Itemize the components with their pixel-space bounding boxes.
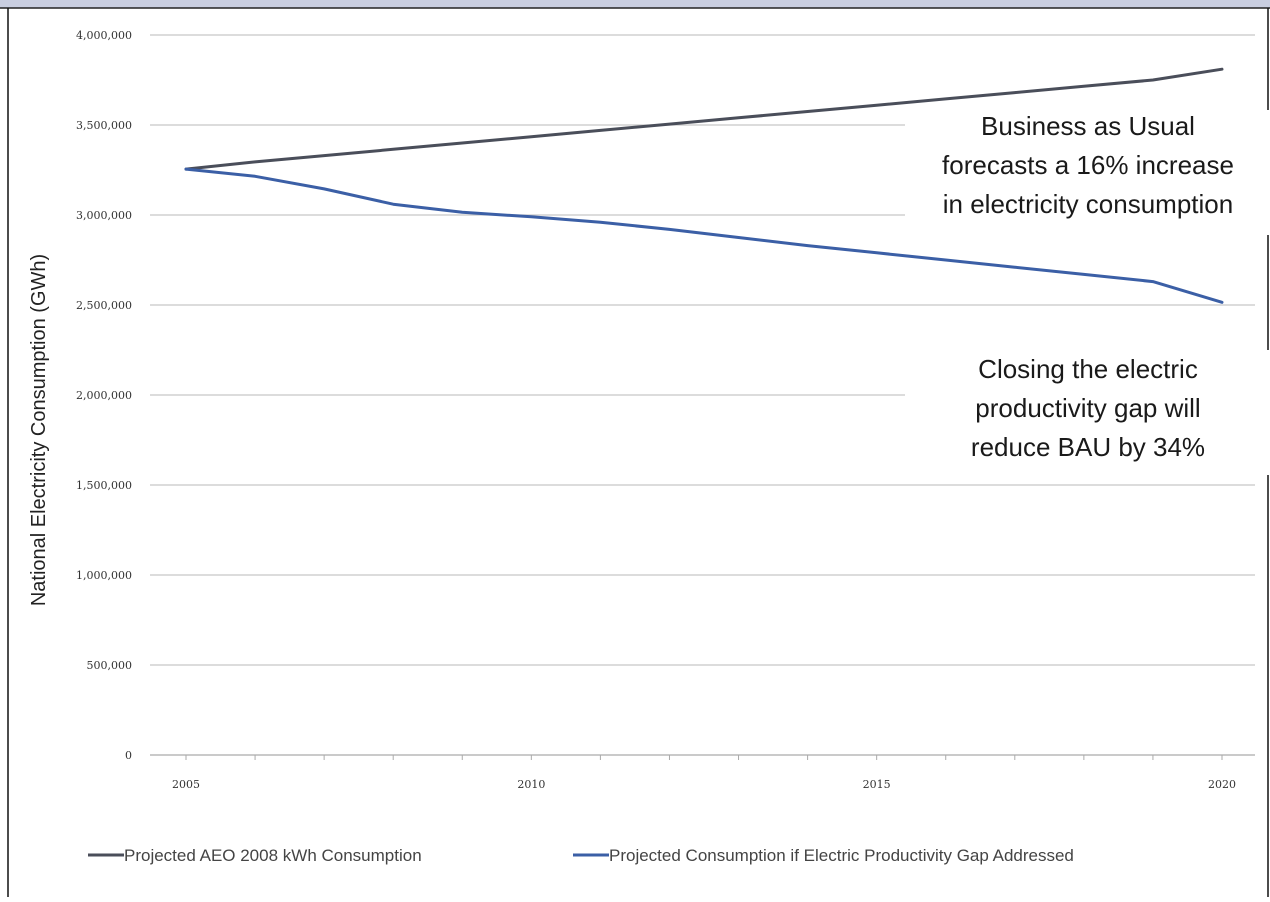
y-tick-label: 2,000,000: [76, 389, 132, 402]
x-tick-label: 2010: [517, 778, 545, 791]
annotation-text-bau: in electricity consumption: [943, 189, 1233, 219]
axes: 0 500,000 1,000,000 1,500,000 2,000,000 2,500…: [76, 29, 1255, 791]
y-tick-label: 3,500,000: [76, 119, 132, 132]
annotation-text-gap: reduce BAU by 34%: [971, 432, 1205, 462]
annotation-text-gap: productivity gap will: [975, 393, 1200, 423]
series-lines: [184, 67, 1224, 304]
legend-label-1: Projected AEO 2008 kWh Consumption: [124, 846, 422, 865]
y-tick-label: 2,500,000: [76, 299, 132, 312]
series-line-1: [184, 67, 1224, 171]
y-tick-label: 3,000,000: [76, 209, 132, 222]
legend-label-2: Projected Consumption if Electric Produc…: [609, 846, 1074, 865]
annotations: Business as Usual forecasts a 16% increas…: [905, 110, 1270, 475]
annotation-backdrop-gap: [905, 350, 1270, 475]
y-tick-label: 500,000: [87, 659, 133, 672]
x-tick-label: 2020: [1208, 778, 1236, 791]
y-tick-label: 1,500,000: [76, 479, 132, 492]
y-tick-label: 1,000,000: [76, 569, 132, 582]
annotation-text-bau: forecasts a 16% increase: [942, 150, 1234, 180]
series-line-2: [184, 167, 1224, 304]
y-axis-label: National Electricity Consumption (GWh): [28, 254, 50, 606]
y-tick-label: 4,000,000: [76, 29, 132, 42]
top-band: [0, 0, 1270, 8]
x-tick-label: 2015: [863, 778, 891, 791]
annotation-text-gap: Closing the electric: [978, 354, 1198, 384]
y-tick-label: 0: [125, 749, 132, 762]
legend: Projected AEO 2008 kWh Consumption Projec…: [88, 846, 1074, 865]
annotation-backdrop-bau: [905, 110, 1270, 235]
x-tick-label: 2005: [172, 778, 200, 791]
annotation-text-bau: Business as Usual: [981, 111, 1195, 141]
